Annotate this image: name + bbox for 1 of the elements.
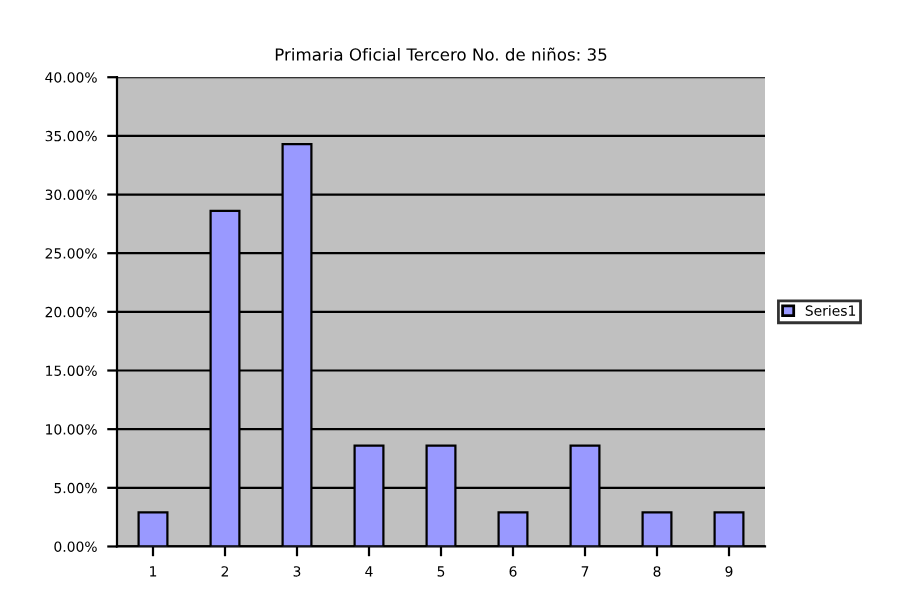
chart-title: Primaria Oficial Tercero No. de niños: 35 xyxy=(275,47,607,61)
